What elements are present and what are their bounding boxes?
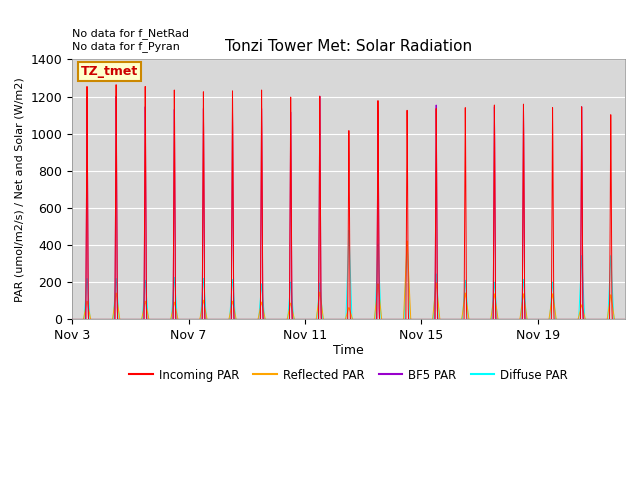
Title: Tonzi Tower Met: Solar Radiation: Tonzi Tower Met: Solar Radiation	[225, 39, 472, 54]
Text: TZ_tmet: TZ_tmet	[81, 65, 138, 78]
Y-axis label: PAR (umol/m2/s) / Net and Solar (W/m2): PAR (umol/m2/s) / Net and Solar (W/m2)	[15, 77, 25, 302]
Legend: Incoming PAR, Reflected PAR, BF5 PAR, Diffuse PAR: Incoming PAR, Reflected PAR, BF5 PAR, Di…	[125, 364, 573, 386]
Text: No data for f_NetRad
No data for f_Pyran: No data for f_NetRad No data for f_Pyran	[72, 28, 189, 51]
X-axis label: Time: Time	[333, 344, 364, 357]
